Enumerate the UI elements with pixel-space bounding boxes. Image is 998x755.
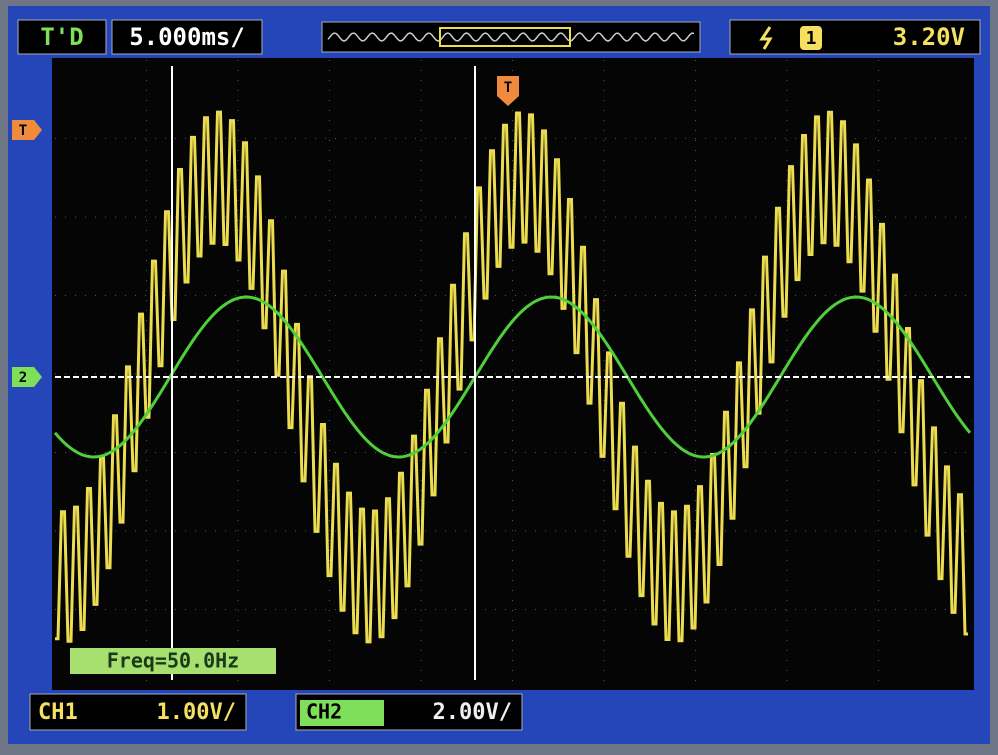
ch2-ground-label: 2 bbox=[19, 370, 27, 386]
mode: T'D bbox=[40, 23, 83, 51]
ch1-scale: 1.00V/ bbox=[157, 700, 236, 725]
trigger-level: 3.20V bbox=[893, 23, 965, 51]
memory-overview bbox=[322, 22, 700, 52]
measurement: Freq=50.0Hz bbox=[107, 649, 239, 673]
ch2-scale: 2.00V/ bbox=[433, 700, 512, 725]
page: T'D 5.000ms/ 1 3.20V T 2 T Freq=50.0Hz C… bbox=[0, 0, 998, 755]
trigger-level-label: T bbox=[19, 123, 27, 139]
trigger-source: 1 bbox=[806, 28, 817, 49]
timebase: 5.000ms/ bbox=[129, 23, 245, 51]
ch1-label: CH1 bbox=[38, 700, 78, 725]
trigger-position-label: T bbox=[504, 80, 512, 96]
oscilloscope-screen: T'D 5.000ms/ 1 3.20V T 2 T Freq=50.0Hz C… bbox=[0, 0, 998, 755]
ch2-label: CH2 bbox=[306, 700, 342, 724]
